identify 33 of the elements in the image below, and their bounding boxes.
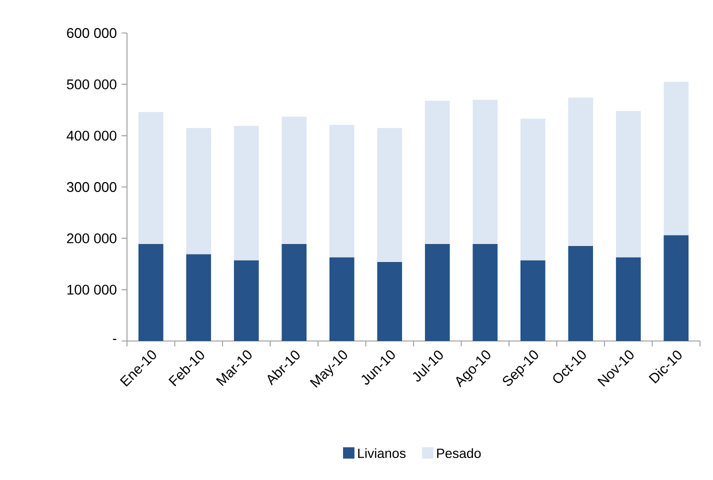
bar bbox=[186, 254, 212, 342]
bar bbox=[138, 112, 164, 244]
bar bbox=[568, 246, 594, 342]
bar bbox=[616, 257, 641, 342]
bar bbox=[520, 118, 546, 260]
bar bbox=[472, 100, 498, 244]
bar bbox=[138, 244, 164, 342]
bar bbox=[424, 244, 450, 342]
legend-label: Livianos bbox=[358, 448, 406, 458]
bar bbox=[664, 235, 689, 342]
bar bbox=[282, 116, 307, 244]
bar bbox=[520, 260, 546, 342]
bar bbox=[329, 124, 354, 258]
legend-label: Pesado bbox=[437, 448, 481, 458]
y-tick-label: 200 000 bbox=[67, 233, 116, 244]
y-tick-label: 500 000 bbox=[66, 79, 116, 90]
bar bbox=[472, 244, 498, 342]
y-tick-label: 300 000 bbox=[66, 182, 116, 192]
bar bbox=[377, 128, 402, 262]
bar bbox=[616, 111, 641, 258]
y-tick-label: 400 000 bbox=[66, 130, 116, 141]
bar bbox=[664, 82, 689, 236]
bar bbox=[377, 262, 402, 342]
bar bbox=[329, 257, 354, 342]
bar bbox=[424, 100, 450, 244]
bar bbox=[568, 98, 594, 246]
bar bbox=[234, 126, 259, 260]
y-tick-label: - bbox=[112, 338, 116, 340]
bar bbox=[234, 260, 259, 342]
y-tick-label: 100 000 bbox=[67, 284, 116, 295]
bar bbox=[186, 128, 212, 254]
y-tick-label: 600 000 bbox=[67, 28, 116, 38]
bar bbox=[282, 244, 307, 342]
